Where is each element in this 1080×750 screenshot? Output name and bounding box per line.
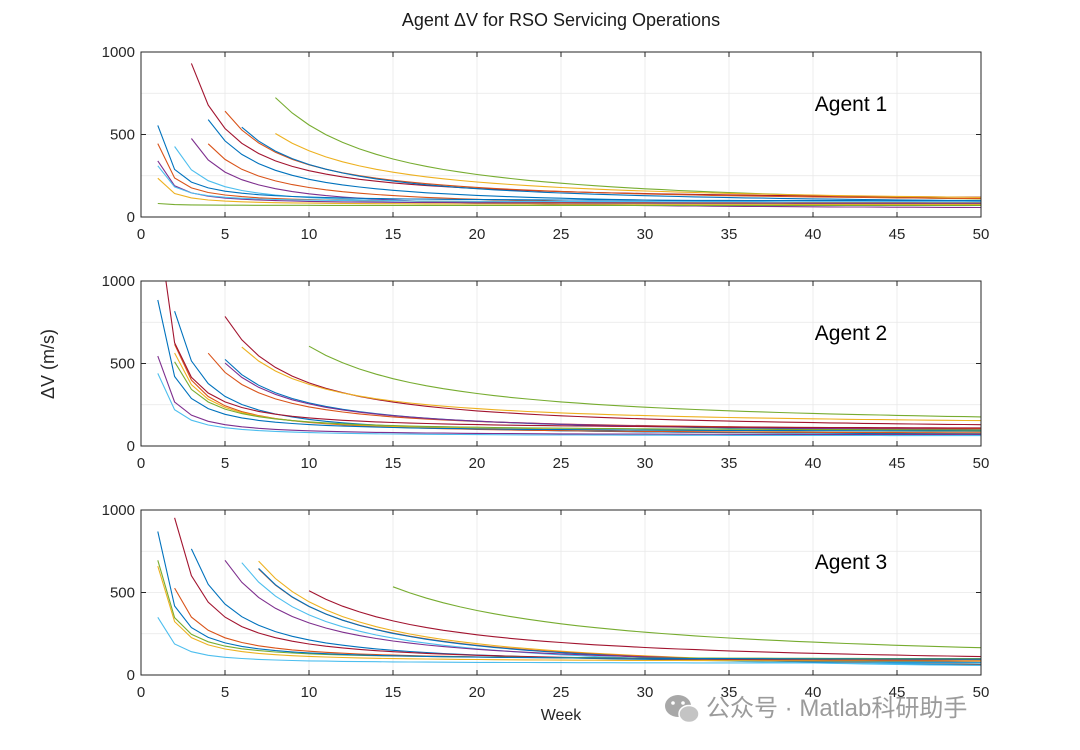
x-tick-label: 0	[137, 226, 145, 243]
wechat-icon	[665, 695, 700, 724]
x-tick-label: 30	[637, 684, 654, 701]
series-line-9	[174, 517, 981, 662]
x-tick-label: 40	[805, 455, 822, 472]
series-line-15	[157, 202, 981, 206]
y-axis-label: ΔV (m/s)	[38, 329, 58, 399]
x-tick-label: 15	[385, 226, 402, 243]
x-tick-label: 25	[553, 226, 570, 243]
y-tick-label: 500	[110, 127, 135, 144]
series-line-13	[157, 355, 981, 436]
series-line-12	[157, 160, 981, 205]
series-line-2	[190, 63, 981, 198]
series-line-12	[157, 531, 981, 660]
chart-title: Agent ΔV for RSO Servicing Operations	[402, 10, 720, 30]
series-line-6	[207, 119, 981, 204]
x-tick-label: 35	[721, 455, 738, 472]
series-line-13	[157, 565, 981, 662]
series-line-5	[241, 126, 981, 202]
series-line-14	[157, 617, 981, 664]
x-tick-label: 50	[973, 455, 990, 472]
x-tick-label: 50	[973, 684, 990, 701]
series-line-2	[308, 590, 981, 658]
y-tick-label: 0	[127, 209, 135, 226]
x-tick-label: 5	[221, 455, 229, 472]
x-tick-label: 35	[721, 684, 738, 701]
x-tick-label: 20	[469, 226, 486, 243]
x-tick-label: 20	[469, 684, 486, 701]
x-tick-label: 10	[301, 455, 318, 472]
series-line-3	[258, 560, 981, 666]
series-line-13	[157, 165, 981, 203]
series-line-6	[241, 562, 981, 667]
x-tick-label: 40	[805, 226, 822, 243]
x-tick-label: 30	[637, 226, 654, 243]
y-tick-label: 0	[127, 438, 135, 455]
series-line-1	[308, 345, 981, 418]
x-tick-label: 45	[889, 226, 906, 243]
y-tick-label: 0	[127, 667, 135, 684]
x-tick-label: 25	[553, 455, 570, 472]
series-line-3	[241, 346, 981, 422]
series-line-10	[174, 361, 981, 431]
y-tick-label: 1000	[102, 502, 135, 519]
x-tick-label: 30	[637, 455, 654, 472]
x-axis-label: Week	[541, 707, 583, 724]
series-line-5	[258, 568, 981, 666]
x-tick-label: 0	[137, 455, 145, 472]
x-tick-label: 20	[469, 455, 486, 472]
y-tick-label: 500	[110, 585, 135, 602]
panel-label: Agent 3	[815, 551, 887, 574]
x-tick-label: 15	[385, 455, 402, 472]
x-tick-label: 50	[973, 226, 990, 243]
series-line-10	[157, 125, 981, 202]
x-tick-label: 40	[805, 684, 822, 701]
watermark-text: 公众号 · Matlab科研助手	[706, 695, 967, 722]
y-tick-label: 500	[110, 356, 135, 373]
x-tick-label: 10	[301, 684, 318, 701]
watermark: 公众号 · Matlab科研助手	[665, 695, 967, 724]
series-line-3	[275, 133, 981, 198]
series-group	[157, 63, 981, 209]
x-tick-label: 45	[889, 455, 906, 472]
x-tick-label: 5	[221, 684, 229, 701]
x-tick-label: 10	[301, 226, 318, 243]
x-tick-label: 25	[553, 684, 570, 701]
x-tick-label: 45	[889, 684, 906, 701]
x-tick-label: 15	[385, 684, 402, 701]
x-tick-label: 5	[221, 226, 229, 243]
x-tick-label: 0	[137, 684, 145, 701]
series-line-14	[157, 373, 981, 437]
series-group	[157, 517, 981, 667]
series-line-6	[224, 362, 981, 431]
series-line-4	[224, 110, 981, 200]
panel-label: Agent 2	[815, 322, 887, 345]
series-line-1	[392, 586, 981, 649]
series-line-11	[165, 281, 981, 429]
panel-label: Agent 1	[815, 93, 887, 116]
y-tick-label: 1000	[102, 44, 135, 61]
series-group	[157, 281, 981, 437]
series-line-14	[157, 177, 981, 205]
x-tick-label: 35	[721, 226, 738, 243]
y-tick-label: 1000	[102, 273, 135, 290]
series-line-12	[157, 299, 981, 432]
